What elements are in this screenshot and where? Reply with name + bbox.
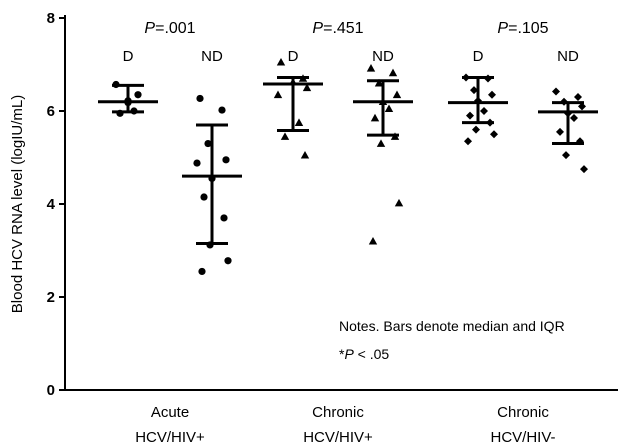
y-tick-label-0: 0 bbox=[47, 382, 55, 399]
point-1-1-2 bbox=[374, 78, 384, 87]
point-2-1-8 bbox=[562, 151, 570, 160]
point-1-0-7 bbox=[300, 150, 310, 159]
point-0-1-8 bbox=[206, 241, 214, 249]
p-value-0: P=.001 bbox=[144, 20, 195, 37]
point-2-0-0 bbox=[462, 73, 470, 82]
y-tick-label-1: 2 bbox=[47, 289, 55, 306]
series-label-0-1: ND bbox=[201, 48, 223, 65]
x-group-label-2-line1: Chronic bbox=[497, 404, 549, 421]
y-tick-label-2: 4 bbox=[47, 196, 56, 213]
point-2-1-4 bbox=[564, 109, 572, 118]
point-1-1-1 bbox=[388, 68, 398, 77]
point-1-0-3 bbox=[302, 83, 312, 92]
series-label-2-0: D bbox=[473, 48, 484, 65]
series-label-2-1: ND bbox=[557, 48, 579, 65]
point-1-0-6 bbox=[280, 132, 290, 140]
point-1-1-4 bbox=[378, 97, 388, 106]
point-2-0-5 bbox=[480, 107, 488, 115]
point-0-1-2 bbox=[204, 139, 212, 148]
point-1-1-3 bbox=[392, 90, 402, 99]
point-1-1-0 bbox=[366, 64, 376, 72]
point-2-1-1 bbox=[574, 93, 582, 102]
point-0-0-1 bbox=[134, 91, 142, 99]
series-label-1-0: D bbox=[288, 48, 299, 65]
point-2-0-8 bbox=[472, 125, 480, 134]
point-1-1-10 bbox=[368, 237, 378, 245]
x-group-label-0-line2: HCV/HIV+ bbox=[135, 429, 205, 446]
point-0-1-3 bbox=[222, 156, 230, 164]
point-1-1-6 bbox=[370, 113, 380, 122]
point-2-0-2 bbox=[470, 86, 478, 95]
point-2-0-7 bbox=[486, 118, 494, 127]
point-0-1-5 bbox=[208, 174, 216, 183]
point-2-1-5 bbox=[570, 113, 578, 122]
point-0-0-5 bbox=[130, 107, 138, 115]
point-2-0-6 bbox=[466, 111, 474, 120]
y-tick-label-3: 6 bbox=[47, 103, 55, 120]
point-2-1-9 bbox=[580, 165, 588, 174]
point-0-0-0 bbox=[112, 80, 120, 89]
point-1-0-0 bbox=[276, 57, 286, 66]
point-2-0-3 bbox=[488, 90, 496, 99]
x-group-label-1-line2: HCV/HIV+ bbox=[303, 429, 373, 446]
p-value-2: P=.105 bbox=[497, 20, 548, 37]
point-1-1-8 bbox=[376, 139, 386, 147]
x-group-label-0-line1: Acute bbox=[151, 404, 189, 421]
point-2-1-3 bbox=[578, 102, 586, 111]
point-0-1-10 bbox=[198, 267, 206, 276]
y-tick-label-4: 8 bbox=[47, 10, 55, 27]
point-2-1-6 bbox=[556, 127, 564, 136]
series-label-1-1: ND bbox=[372, 48, 394, 65]
notes-line-1: Notes. Bars denote median and IQR bbox=[339, 318, 565, 334]
point-0-1-6 bbox=[200, 193, 208, 201]
point-2-1-2 bbox=[560, 97, 568, 106]
point-2-0-10 bbox=[464, 137, 472, 146]
p-value-1: P=.451 bbox=[312, 20, 363, 37]
point-0-1-7 bbox=[220, 214, 228, 222]
x-group-label-1-line1: Chronic bbox=[312, 404, 364, 421]
y-axis-label: Blood HCV RNA level (logIU/mL) bbox=[9, 95, 26, 313]
point-0-1-0 bbox=[196, 94, 204, 103]
point-2-1-7 bbox=[576, 137, 584, 146]
point-0-1-4 bbox=[193, 159, 201, 167]
point-1-1-5 bbox=[384, 104, 394, 113]
point-1-0-5 bbox=[294, 118, 304, 126]
point-2-0-9 bbox=[490, 130, 498, 139]
point-2-0-1 bbox=[484, 74, 492, 83]
point-2-1-0 bbox=[552, 87, 560, 96]
point-1-0-4 bbox=[273, 90, 283, 99]
point-0-1-1 bbox=[218, 106, 226, 114]
point-1-1-7 bbox=[390, 132, 400, 140]
notes-line-2: *P < .05 bbox=[339, 346, 389, 362]
point-0-0-4 bbox=[124, 99, 132, 107]
point-0-1-9 bbox=[224, 257, 232, 265]
point-0-0-6 bbox=[116, 109, 124, 117]
point-2-0-4 bbox=[474, 96, 482, 105]
point-1-1-9 bbox=[394, 198, 404, 207]
point-1-0-2 bbox=[288, 77, 298, 86]
series-label-0-0: D bbox=[123, 48, 134, 65]
x-group-label-2-line2: HCV/HIV- bbox=[490, 429, 555, 446]
point-1-0-1 bbox=[298, 74, 308, 82]
